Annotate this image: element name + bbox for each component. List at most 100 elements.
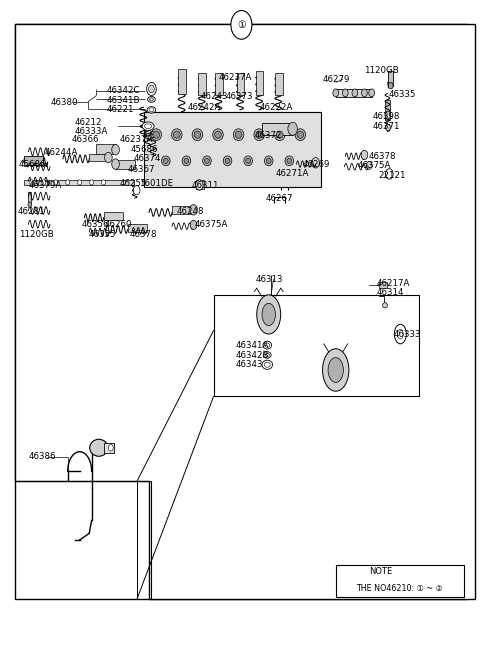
Text: 46356: 46356 <box>82 219 109 229</box>
Ellipse shape <box>244 156 252 166</box>
Ellipse shape <box>257 295 281 334</box>
Bar <box>128 224 147 232</box>
Text: 46281: 46281 <box>17 207 45 215</box>
Text: ①: ① <box>237 20 246 30</box>
Bar <box>172 206 193 214</box>
Ellipse shape <box>235 131 242 138</box>
Ellipse shape <box>204 159 209 164</box>
Bar <box>28 191 31 204</box>
Text: 46378: 46378 <box>130 230 157 239</box>
Text: 45686: 45686 <box>131 145 158 154</box>
Bar <box>379 282 387 288</box>
Ellipse shape <box>246 159 251 164</box>
Text: 46244A: 46244A <box>45 148 78 157</box>
Text: 46255: 46255 <box>120 179 147 188</box>
Text: 46243: 46243 <box>201 92 228 102</box>
Bar <box>336 565 464 597</box>
Ellipse shape <box>287 159 292 164</box>
Text: 46367: 46367 <box>128 165 155 174</box>
Ellipse shape <box>163 159 168 164</box>
Ellipse shape <box>233 129 244 141</box>
Circle shape <box>195 179 203 190</box>
Text: 46217A: 46217A <box>376 278 410 288</box>
Text: 46380: 46380 <box>51 98 78 107</box>
Circle shape <box>333 89 338 97</box>
Ellipse shape <box>297 131 304 138</box>
Text: 46355: 46355 <box>88 230 116 239</box>
Bar <box>178 69 186 94</box>
Circle shape <box>90 179 94 185</box>
Text: 46342B: 46342B <box>235 351 269 360</box>
Text: 1120GB: 1120GB <box>364 66 399 75</box>
Bar <box>104 212 123 220</box>
Circle shape <box>366 162 372 170</box>
Text: 46260: 46260 <box>105 219 132 229</box>
Circle shape <box>147 83 156 96</box>
Text: 46313: 46313 <box>256 274 283 284</box>
Text: 46314: 46314 <box>376 288 404 297</box>
Text: 45686: 45686 <box>19 160 47 168</box>
Text: 46279: 46279 <box>323 75 350 84</box>
Ellipse shape <box>147 107 156 113</box>
Text: 46379A: 46379A <box>28 181 62 189</box>
Text: 46242A: 46242A <box>187 103 221 113</box>
Circle shape <box>66 179 70 185</box>
Circle shape <box>352 89 358 97</box>
Ellipse shape <box>150 98 154 101</box>
Ellipse shape <box>173 131 180 138</box>
Text: 46341B: 46341B <box>107 96 141 105</box>
Text: 46343: 46343 <box>235 360 263 369</box>
Circle shape <box>133 185 140 195</box>
Ellipse shape <box>142 122 154 130</box>
Text: 46222A: 46222A <box>259 103 292 113</box>
Ellipse shape <box>263 341 272 349</box>
Circle shape <box>112 145 120 155</box>
Ellipse shape <box>256 131 263 138</box>
Bar <box>116 160 135 170</box>
Bar <box>89 154 108 162</box>
Ellipse shape <box>225 159 230 164</box>
Ellipse shape <box>328 358 343 383</box>
Bar <box>198 73 206 96</box>
Circle shape <box>30 179 34 185</box>
Ellipse shape <box>264 156 273 166</box>
Circle shape <box>28 202 32 207</box>
Text: 46311: 46311 <box>191 181 219 189</box>
Bar <box>15 24 468 599</box>
Text: 46373: 46373 <box>226 92 253 102</box>
Ellipse shape <box>383 303 387 308</box>
Circle shape <box>312 158 320 168</box>
Text: 46212: 46212 <box>75 118 102 127</box>
Ellipse shape <box>171 129 182 141</box>
Ellipse shape <box>149 108 154 112</box>
Ellipse shape <box>266 159 271 164</box>
Text: 22121: 22121 <box>379 171 406 179</box>
Circle shape <box>190 204 197 215</box>
Bar <box>24 179 134 185</box>
Ellipse shape <box>285 156 294 166</box>
Circle shape <box>361 89 367 97</box>
Circle shape <box>385 111 391 119</box>
Circle shape <box>342 89 348 97</box>
Circle shape <box>54 179 58 185</box>
Text: 46341A: 46341A <box>235 341 269 350</box>
Text: 46378: 46378 <box>368 152 396 160</box>
Circle shape <box>231 10 252 39</box>
Ellipse shape <box>262 303 276 326</box>
Circle shape <box>288 122 298 136</box>
Ellipse shape <box>192 129 203 141</box>
Ellipse shape <box>262 360 273 369</box>
Bar <box>385 100 390 120</box>
Circle shape <box>42 179 46 185</box>
Ellipse shape <box>223 156 232 166</box>
Ellipse shape <box>254 129 264 141</box>
Ellipse shape <box>265 353 269 357</box>
Ellipse shape <box>264 362 270 367</box>
Circle shape <box>102 179 106 185</box>
Text: NOTE: NOTE <box>369 567 392 576</box>
Text: 46269: 46269 <box>302 160 330 169</box>
Text: THE NO46210: ① ~ ②: THE NO46210: ① ~ ② <box>357 584 443 593</box>
Ellipse shape <box>184 159 189 164</box>
Ellipse shape <box>323 348 349 391</box>
Ellipse shape <box>215 131 221 138</box>
